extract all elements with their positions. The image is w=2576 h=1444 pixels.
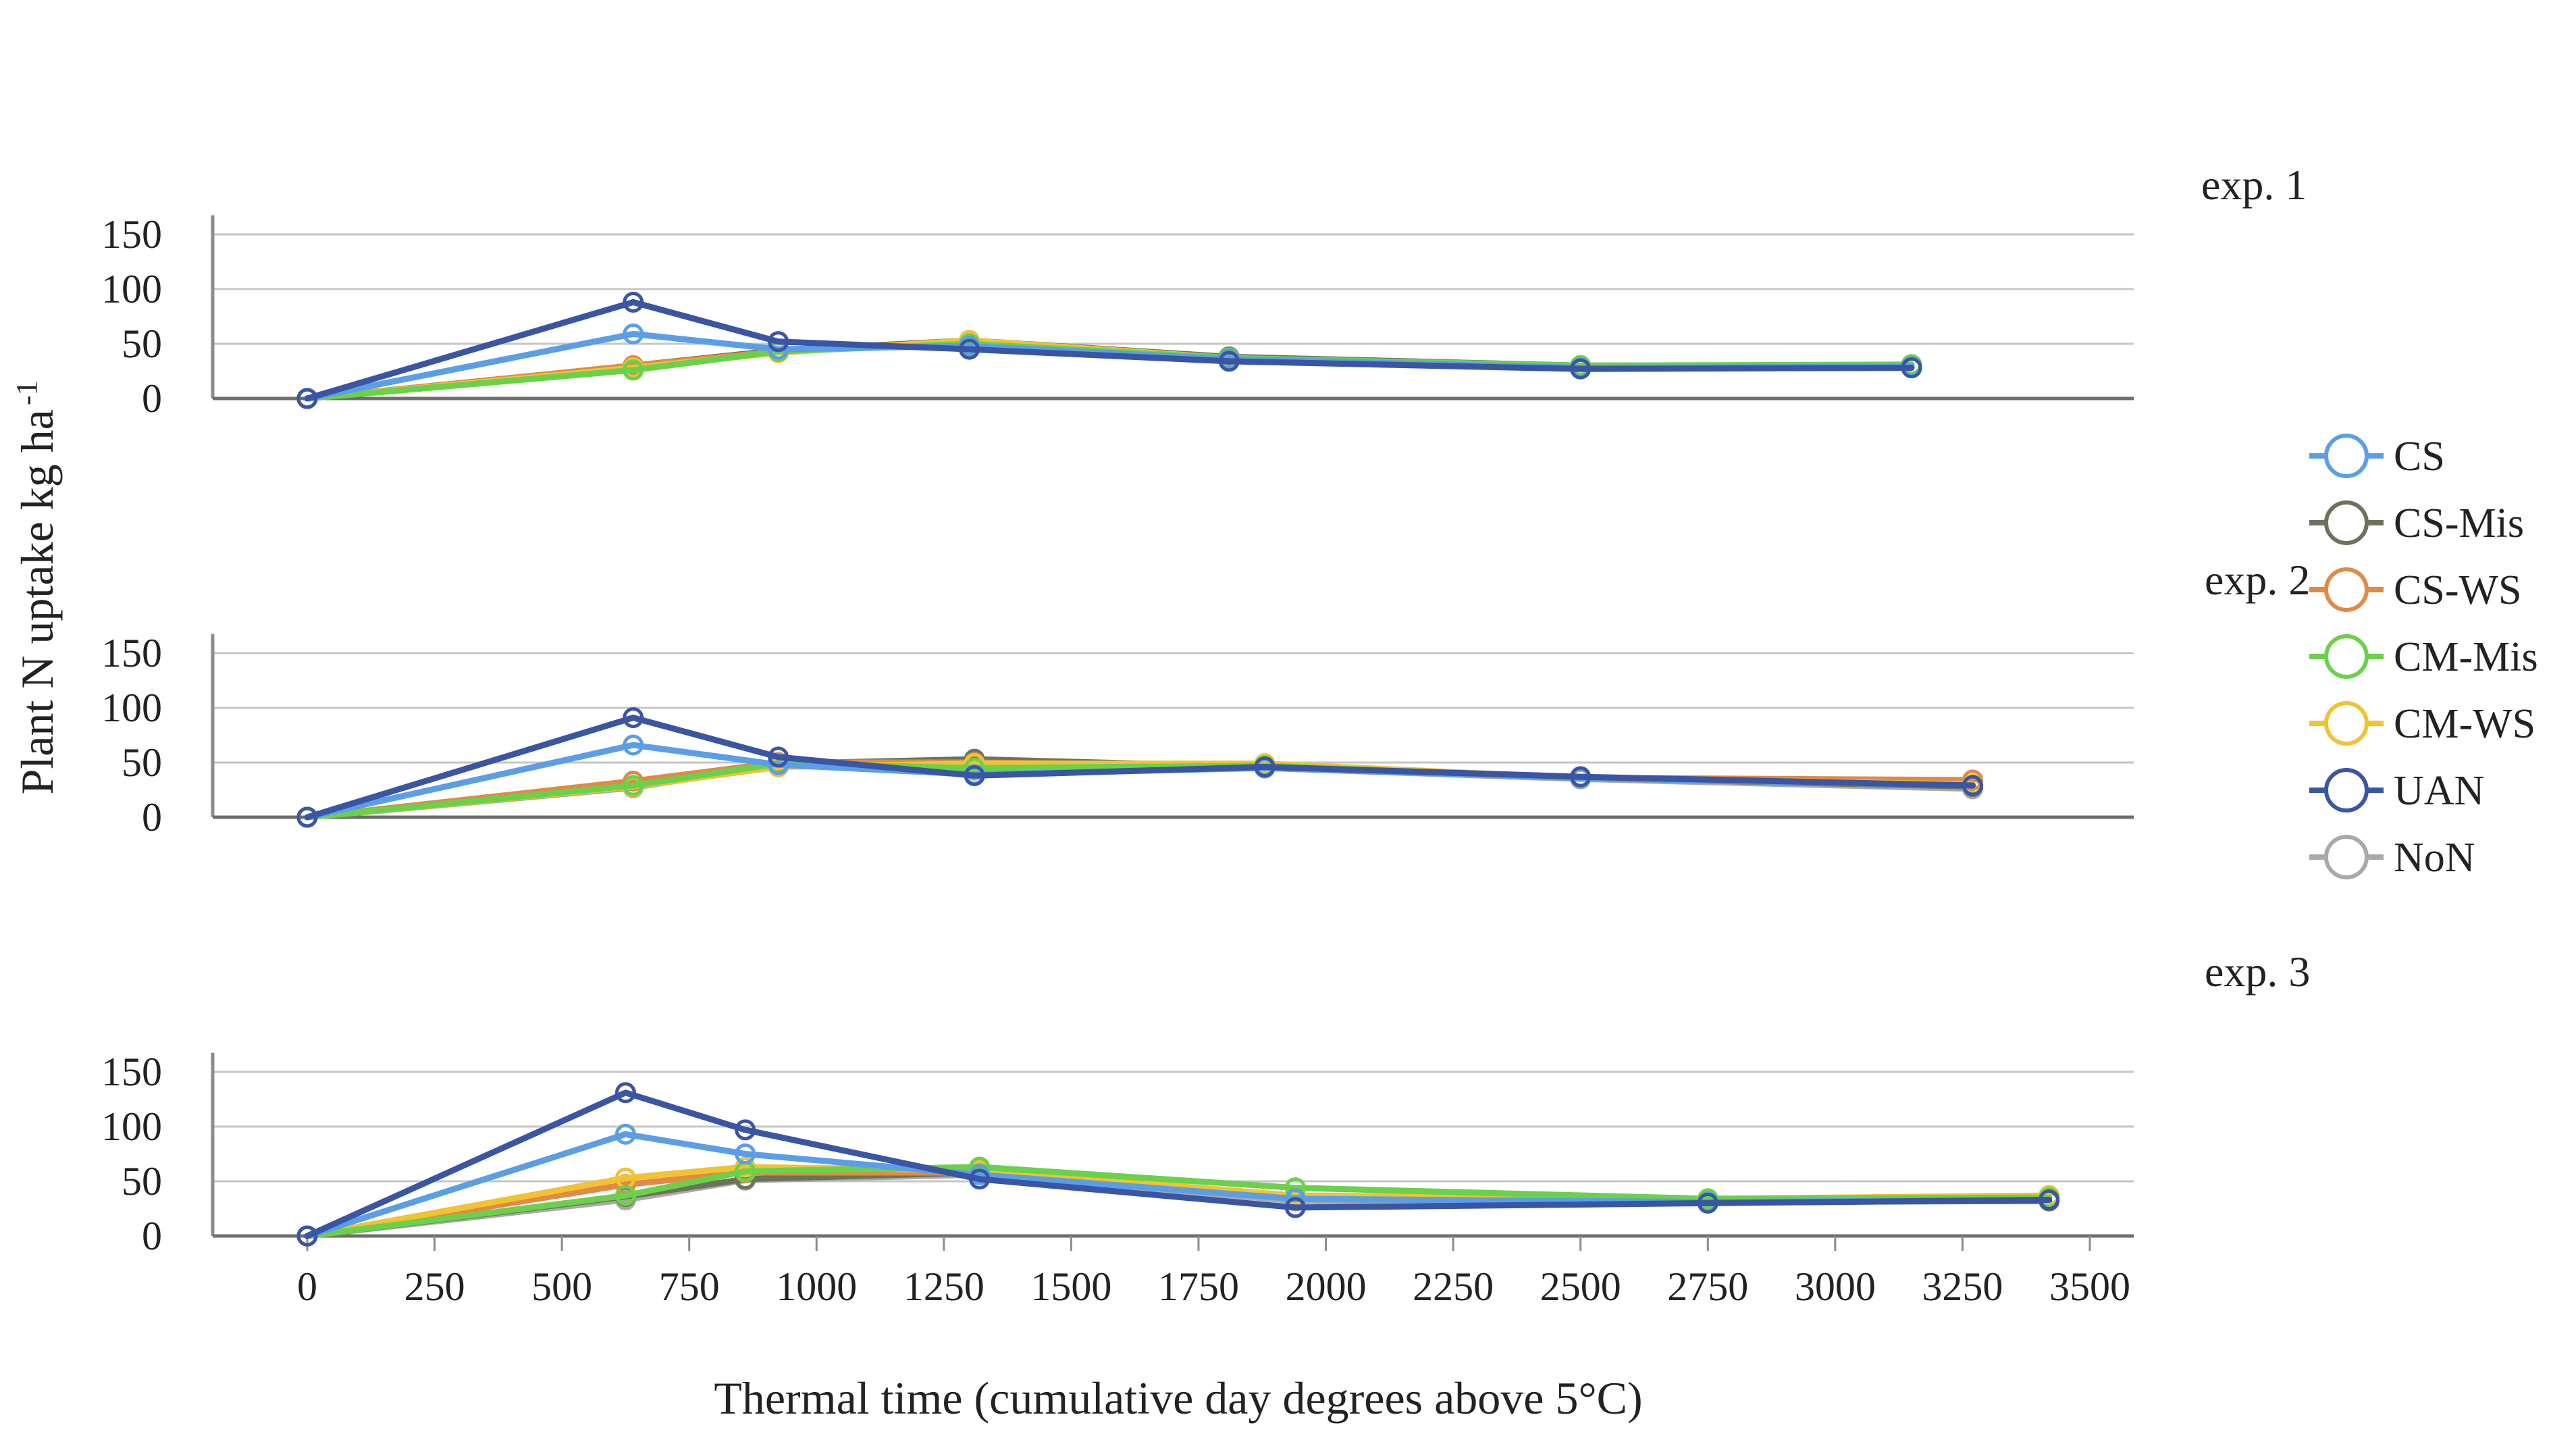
legend-marker [2324,434,2369,478]
x-axis-title: Thermal time (cumulative day degrees abo… [714,1372,1642,1424]
y-tick-label: 0 [142,376,162,421]
data-point [1962,775,1984,796]
panel-2: 0 50 100 150 exp. 2 [101,556,2310,840]
series-uan [296,1082,2060,1247]
data-point [296,1225,318,1247]
y-axis-title: Plant N uptake kg ha-1 [10,381,63,795]
data-point [623,707,644,729]
legend-item: CS [2309,434,2445,480]
data-point [969,1168,991,1190]
legend-label: CM-WS [2394,701,2535,747]
panel-label: exp. 2 [2205,556,2310,604]
data-point [614,1185,636,1206]
data-point [2039,1189,2060,1211]
x-tick-label: 2750 [1667,1264,1748,1309]
data-point [1570,766,1592,788]
x-tick-label: 2000 [1286,1264,1367,1309]
data-point [1284,1197,1306,1218]
y-tick-label: 50 [122,321,162,366]
data-point [296,806,318,828]
series-line [304,1089,2053,1239]
y-tick-label: 100 [101,1104,162,1149]
data-point [959,338,980,360]
x-tick-label: 500 [531,1264,592,1309]
series-uan [296,707,1984,828]
y-tick-label: 150 [101,631,162,675]
y-axis-title-text: Plant N uptake kg ha-1 [10,381,63,795]
data-point [1901,357,1922,379]
legend-marker [2324,634,2369,679]
y-tick-label: 0 [142,1214,162,1258]
x-tick-label: 750 [659,1264,720,1309]
legend-item: CM-Mis [2309,634,2538,680]
x-tick-label: 1000 [776,1264,857,1309]
legend-item: NoN [2309,835,2475,881]
data-point [623,775,644,796]
y-tick-label: 150 [101,212,162,257]
x-tick-label: 0 [297,1264,317,1309]
data-point [735,1119,756,1141]
legend-item: CM-WS [2309,701,2535,747]
legend-label: CS [2394,434,2445,480]
y-tick-label: 100 [101,267,162,311]
legend-item: CS-WS [2309,567,2521,613]
x-tick-label: 3000 [1795,1264,1876,1309]
panel-label: exp. 3 [2205,948,2310,996]
data-point [614,1082,636,1104]
x-tick-label: 3250 [1922,1264,2003,1309]
series-line [304,299,1915,402]
data-point [1218,351,1240,372]
data-point [614,1123,636,1145]
x-tick-label: 2500 [1540,1264,1621,1309]
legend: CS CS-Mis CS-WS CM-Mis CM-WS UAN NoN [2309,434,2538,881]
data-point [768,746,789,768]
legend-item: UAN [2309,768,2484,814]
x-tick-label: 2250 [1413,1264,1494,1309]
y-tick-label: 50 [122,740,162,785]
x-tick-label: 1750 [1158,1264,1239,1309]
legend-marker [2324,701,2369,746]
data-point [1254,756,1276,777]
data-point [623,291,644,313]
legend-label: CS-Mis [2394,500,2524,546]
x-tick-label: 250 [404,1264,465,1309]
x-tick-label: 1250 [903,1264,984,1309]
data-point [1570,358,1592,380]
y-tick-label: 150 [101,1050,162,1094]
legend-marker [2324,500,2369,545]
panel-1: 0 50 100 150 exp. 1 [101,161,2307,421]
data-point [735,1143,756,1164]
data-point [768,331,789,353]
data-point [296,388,318,409]
data-point [1697,1192,1718,1214]
data-point [623,359,644,381]
panel-label: exp. 1 [2201,161,2307,209]
legend-label: CS-WS [2394,567,2521,613]
series-uan [296,291,1922,409]
legend-marker [2324,567,2369,612]
y-tick-label: 0 [142,795,162,840]
x-tick-label: 1500 [1030,1264,1111,1309]
data-point [623,323,644,344]
data-point [964,765,985,786]
y-tick-label: 50 [122,1159,162,1204]
legend-marker [2324,768,2369,813]
legend-item: CS-Mis [2309,500,2524,546]
series-line [304,715,1976,821]
y-tick-label: 100 [101,686,162,730]
legend-marker [2324,835,2369,879]
legend-label: CM-Mis [2394,634,2538,680]
x-tick-label: 3500 [2049,1264,2130,1309]
legend-label: NoN [2394,835,2475,881]
data-point [623,734,644,756]
legend-label: UAN [2394,768,2484,814]
